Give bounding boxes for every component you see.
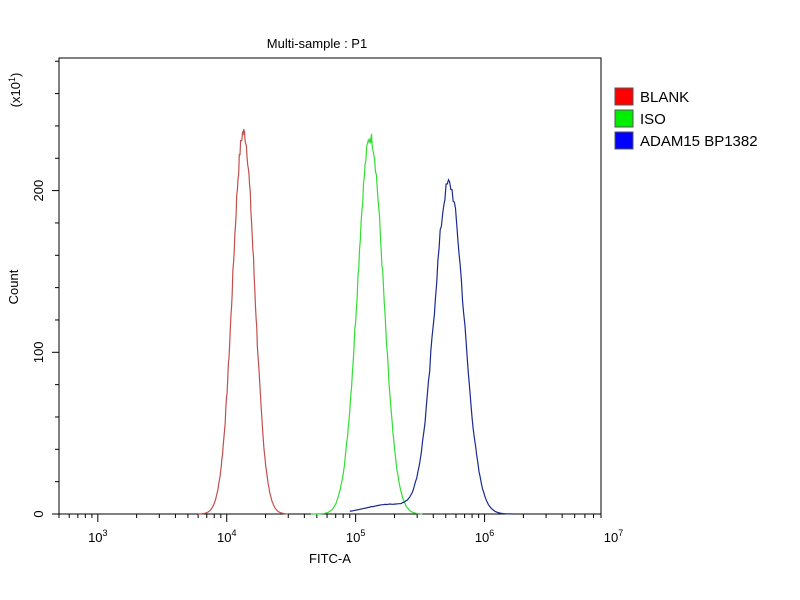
svg-text:(x101): (x101): [7, 73, 23, 108]
legend: BLANK ISO ADAM15 BP1382: [614, 87, 758, 150]
y-multiplier-exp: 1: [7, 77, 17, 82]
legend-swatch: [614, 131, 634, 150]
x-tick-label: 106: [475, 528, 494, 545]
x-tick-base: 10: [217, 530, 231, 545]
y-axis: 0 100 200: [31, 60, 59, 518]
legend-swatch: [614, 109, 634, 128]
y-tick-label: 100: [31, 341, 46, 363]
x-tick-base: 10: [88, 530, 102, 545]
x-tick-exp: 7: [618, 528, 623, 538]
y-tick-label: 200: [31, 180, 46, 202]
x-tick-label: 103: [88, 528, 107, 545]
x-tick-base: 10: [346, 530, 360, 545]
x-tick-exp: 5: [360, 528, 365, 538]
x-tick-label: 105: [346, 528, 365, 545]
chart-title: Multi-sample : P1: [267, 36, 367, 51]
legend-swatch: [614, 87, 634, 106]
x-tick-exp: 6: [489, 528, 494, 538]
x-axis-label: FITC-A: [309, 551, 351, 566]
x-tick-exp: 4: [231, 528, 236, 538]
plot-frame: [58, 57, 602, 515]
x-tick-label: 104: [217, 528, 236, 545]
x-axis: 103 104 105 106 107: [58, 514, 623, 545]
x-tick-label: 107: [604, 528, 623, 545]
series-line-blank: [198, 129, 289, 515]
x-tick-base: 10: [604, 530, 618, 545]
legend-label: ADAM15 BP1382: [640, 133, 758, 150]
legend-label: BLANK: [640, 89, 689, 106]
y-tick-label: 0: [31, 510, 46, 517]
y-multiplier: (x101): [7, 73, 23, 108]
y-multiplier-close: ): [8, 73, 23, 77]
x-tick-base: 10: [475, 530, 489, 545]
legend-label: ISO: [640, 111, 666, 128]
y-multiplier-base: (x10: [8, 82, 23, 107]
x-tick-exp: 3: [103, 528, 108, 538]
series-line-iso: [310, 133, 423, 515]
series-group: [198, 129, 515, 515]
series-line-adam15-bp1382: [349, 178, 515, 515]
y-axis-label: Count: [6, 269, 21, 304]
